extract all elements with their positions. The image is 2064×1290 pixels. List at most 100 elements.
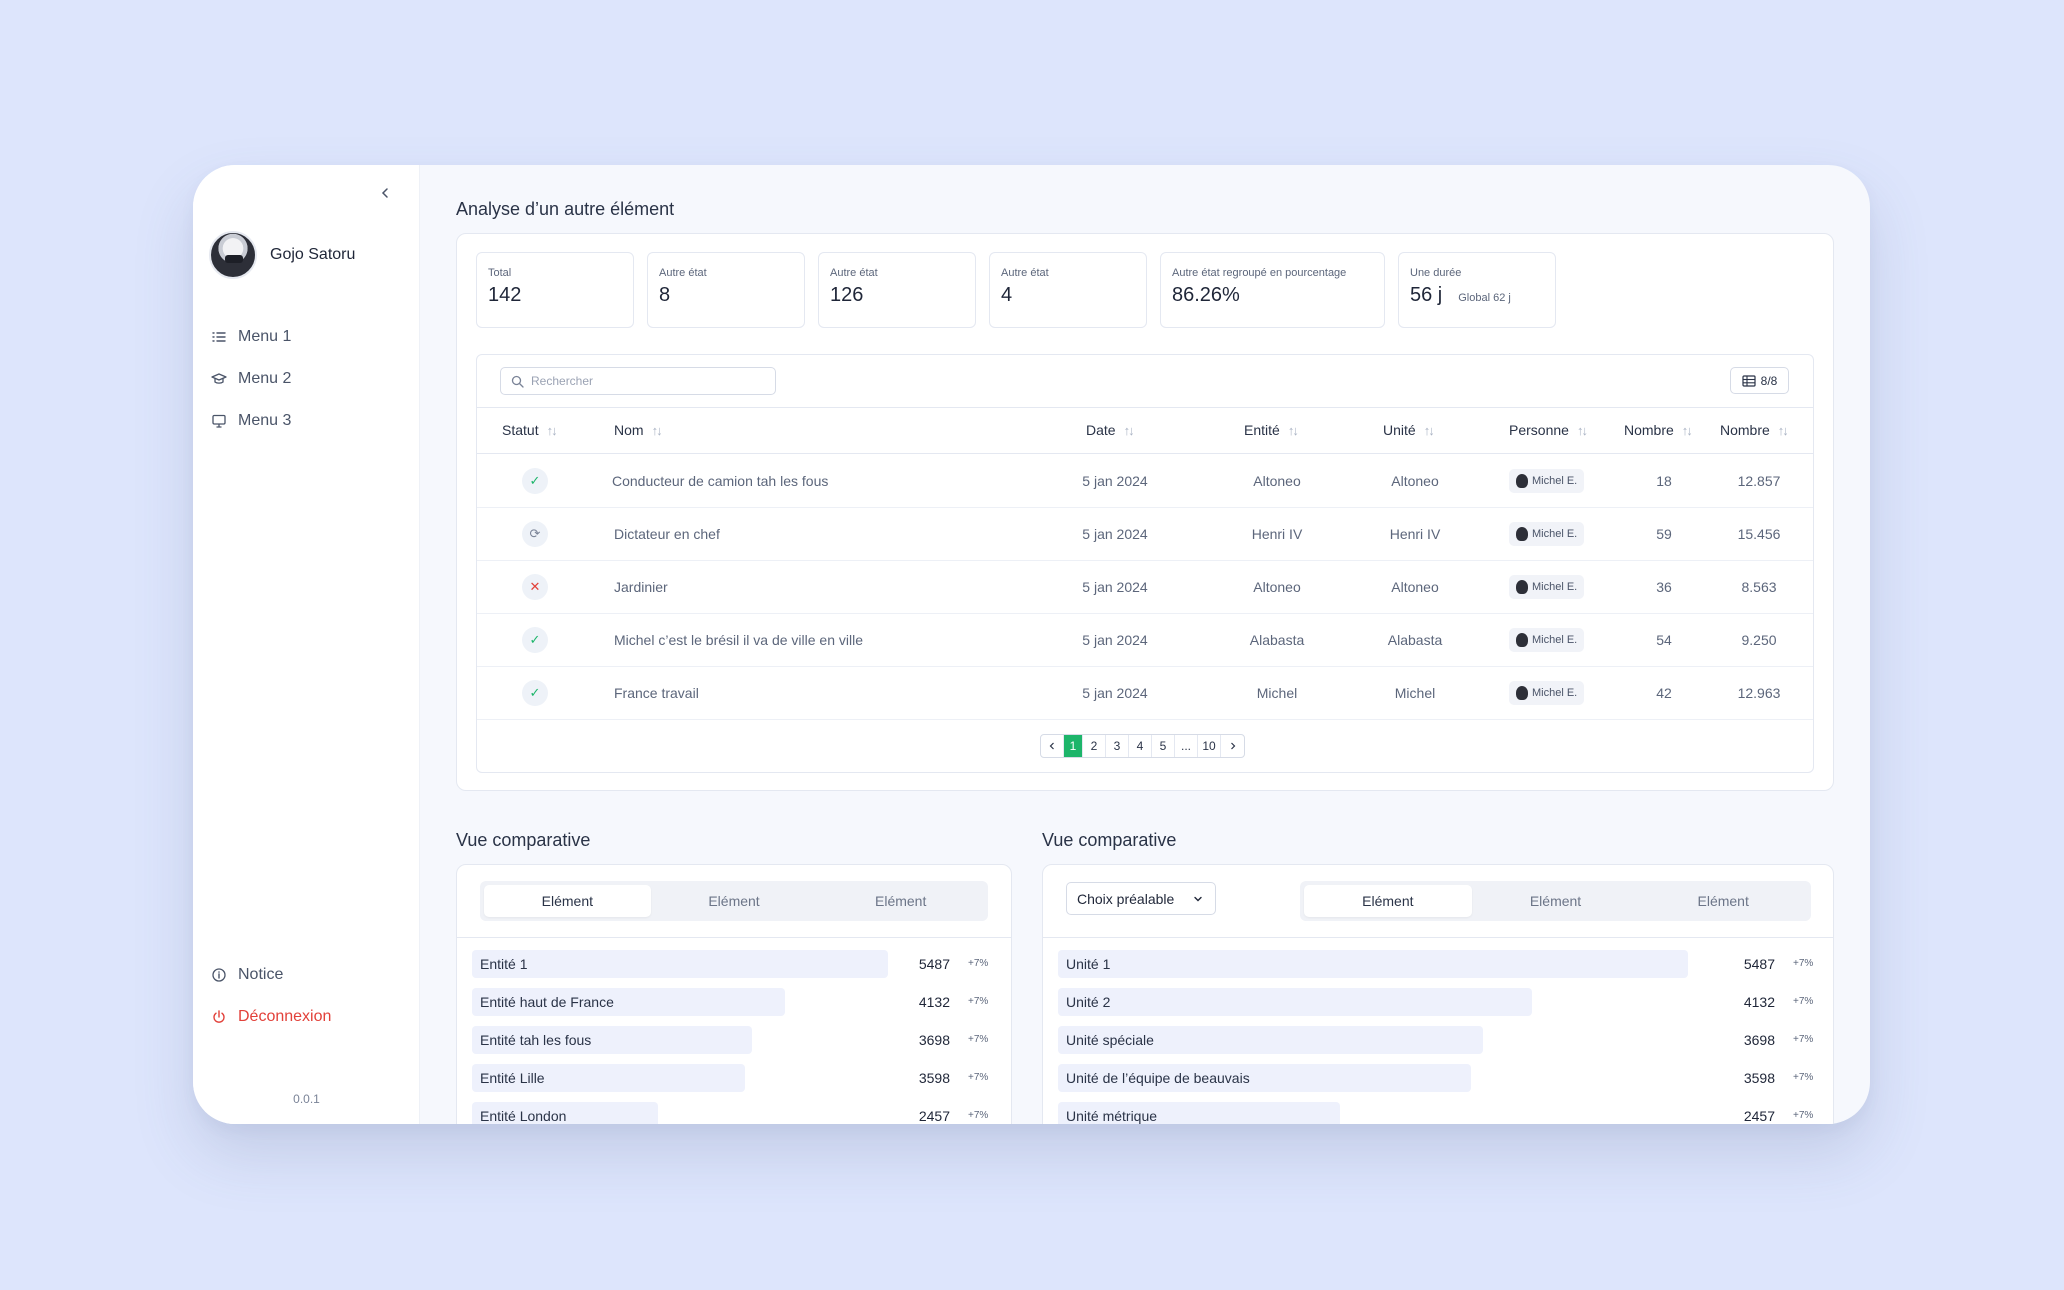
- row-value: 4132: [918, 994, 950, 1010]
- person-chip[interactable]: Michel E.: [1509, 681, 1585, 705]
- row-value: 3598: [1743, 1070, 1775, 1086]
- row-change-badge: +7%: [1793, 1072, 1814, 1083]
- search-placeholder: Rechercher: [531, 374, 594, 388]
- cell-number-2: 8.563: [1741, 579, 1777, 595]
- power-icon: [213, 1010, 225, 1023]
- column-header-nombre-1[interactable]: Nombre ↑↓: [1624, 422, 1693, 438]
- sort-icon: ↑↓: [1123, 422, 1135, 438]
- row-change-badge: +7%: [968, 958, 989, 969]
- cell-name: Dictateur en chef: [614, 526, 720, 542]
- tab-element-3[interactable]: Elément: [875, 893, 927, 909]
- person-chip[interactable]: Michel E.: [1509, 628, 1585, 652]
- sort-icon: ↑↓: [546, 422, 558, 438]
- user-name: Gojo Satoru: [270, 246, 356, 263]
- tab-element-2[interactable]: Elément: [1529, 893, 1582, 909]
- page-button[interactable]: 3: [1106, 735, 1129, 757]
- row-label: Entité 1: [480, 956, 528, 972]
- column-header-nom[interactable]: Nom ↑↓: [614, 422, 663, 438]
- column-header-personne[interactable]: Personne ↑↓: [1509, 422, 1588, 438]
- row-label: Unité 1: [1066, 956, 1111, 972]
- page-button[interactable]: 4: [1129, 735, 1152, 757]
- cell-date: 5 jan 2024: [1082, 579, 1148, 595]
- compare-row[interactable]: Entité London 2457 +7%: [472, 1102, 997, 1124]
- column-header-unite[interactable]: Unité ↑↓: [1383, 422, 1435, 438]
- row-change-badge: +7%: [1793, 996, 1814, 1007]
- cell-entity: Michel: [1256, 685, 1298, 701]
- cell-entity: Henri IV: [1251, 526, 1303, 542]
- person-chip[interactable]: Michel E.: [1509, 575, 1585, 599]
- graduation-cap-icon: [211, 373, 227, 384]
- preset-dropdown[interactable]: Choix préalable: [1066, 882, 1216, 915]
- row-change-badge: +7%: [1793, 1034, 1814, 1045]
- tab-element-1[interactable]: Elément: [1304, 885, 1472, 917]
- compare-row[interactable]: Entité haut de France 4132 +7%: [472, 988, 997, 1016]
- table-row[interactable]: ✕ Jardinier 5 jan 2024 Altoneo Altoneo Michel…: [477, 561, 1813, 614]
- row-label: Entité London: [480, 1108, 567, 1124]
- collapse-sidebar-button[interactable]: [373, 181, 397, 205]
- next-page-button[interactable]: [1221, 735, 1244, 757]
- tab-element-3[interactable]: Elément: [1697, 893, 1749, 909]
- user-profile[interactable]: Gojo Satoru: [209, 231, 355, 279]
- tab-element-1[interactable]: Elément: [484, 885, 651, 917]
- compare-row[interactable]: Unité spéciale 3698 +7%: [1058, 1026, 1818, 1054]
- row-label: Unité 2: [1066, 994, 1111, 1010]
- compare-row[interactable]: Entité 1 5487 +7%: [472, 950, 997, 978]
- compare-row[interactable]: Unité 2 4132 +7%: [1058, 988, 1818, 1016]
- stat-label: Autre état regroupé en pourcentage: [1172, 267, 1347, 279]
- person-chip[interactable]: Michel E.: [1509, 522, 1585, 546]
- status-badge: ✕: [522, 574, 548, 600]
- person-avatar: [1516, 580, 1528, 594]
- compare-row[interactable]: Unité métrique 2457 +7%: [1058, 1102, 1818, 1124]
- compare-row[interactable]: Unité de l’équipe de beauvais 3598 +7%: [1058, 1064, 1818, 1092]
- logout-button[interactable]: Déconnexion: [211, 1006, 331, 1028]
- column-header-nombre-2[interactable]: Nombre ↑↓: [1720, 422, 1789, 438]
- stat-label: Autre état: [659, 267, 707, 279]
- page-button[interactable]: 5: [1152, 735, 1175, 757]
- stat-card-percentage: Autre état regroupé en pourcentage 86.26…: [1160, 252, 1385, 328]
- table-row[interactable]: ⟳ Dictateur en chef 5 jan 2024 Henri IV Henr…: [477, 508, 1813, 561]
- data-table: Rechercher 8/8 Statut ↑↓ Nom ↑↓ Date ↑↓ Ent…: [476, 354, 1814, 773]
- person-chip[interactable]: Michel E.: [1509, 469, 1585, 493]
- search-input[interactable]: Rechercher: [500, 367, 776, 395]
- cell-unit: Altoneo: [1391, 473, 1439, 489]
- monitor-icon: [212, 414, 226, 428]
- tab-element-2[interactable]: Elément: [708, 893, 760, 909]
- table-row[interactable]: ✓ Conducteur de camion tah les fous 5 jan …: [477, 455, 1813, 508]
- compare-row[interactable]: Entité Lille 3598 +7%: [472, 1064, 997, 1092]
- stat-card: Autre état 126: [818, 252, 976, 328]
- divider: [457, 937, 1011, 938]
- row-label: Unité de l’équipe de beauvais: [1066, 1070, 1250, 1086]
- cell-number-2: 15.456: [1737, 526, 1781, 542]
- sidebar-item-label: Menu 2: [238, 370, 292, 387]
- value-bar: [1058, 1026, 1483, 1054]
- sidebar-item-menu-1[interactable]: Menu 1: [211, 326, 291, 348]
- page-button[interactable]: 10: [1198, 735, 1221, 757]
- column-header-entite[interactable]: Entité ↑↓: [1244, 422, 1299, 438]
- columns-toggle-button[interactable]: 8/8: [1730, 367, 1789, 394]
- compare-row[interactable]: Unité 1 5487 +7%: [1058, 950, 1818, 978]
- page-button[interactable]: 1: [1064, 735, 1083, 757]
- table-row[interactable]: ✓ France travail 5 jan 2024 Michel Michel Mic…: [477, 667, 1813, 720]
- sidebar-item-menu-2[interactable]: Menu 2: [211, 368, 291, 390]
- sidebar-item-menu-3[interactable]: Menu 3: [211, 410, 291, 432]
- table-row[interactable]: ✓ Michel c’est le brésil il va de ville e…: [477, 614, 1813, 667]
- status-badge: ✓: [522, 680, 548, 706]
- column-header-date[interactable]: Date ↑↓: [1086, 422, 1135, 438]
- notice-link[interactable]: Notice: [211, 964, 331, 986]
- cell-unit: Henri IV: [1389, 526, 1441, 542]
- person-name: Michel E.: [1532, 581, 1578, 593]
- value-bar: [1058, 1102, 1340, 1124]
- page-button[interactable]: 2: [1083, 735, 1106, 757]
- value-bar: [472, 950, 888, 978]
- column-header-statut[interactable]: Statut ↑↓: [502, 422, 558, 438]
- compare-row[interactable]: Entité tah les fous 3698 +7%: [472, 1026, 997, 1054]
- compare-right-title: Vue comparative: [1042, 830, 1177, 850]
- stat-label: Une durée: [1410, 267, 1462, 279]
- info-icon: [212, 968, 226, 982]
- cell-name: Conducteur de camion tah les fous: [612, 473, 829, 489]
- chevron-right-icon: [1230, 742, 1235, 750]
- stat-label: Total: [488, 267, 512, 279]
- compare-right-tabs: Elément Elément Elément: [1300, 881, 1811, 921]
- prev-page-button[interactable]: [1041, 735, 1064, 757]
- sort-icon: ↑↓: [1681, 422, 1693, 438]
